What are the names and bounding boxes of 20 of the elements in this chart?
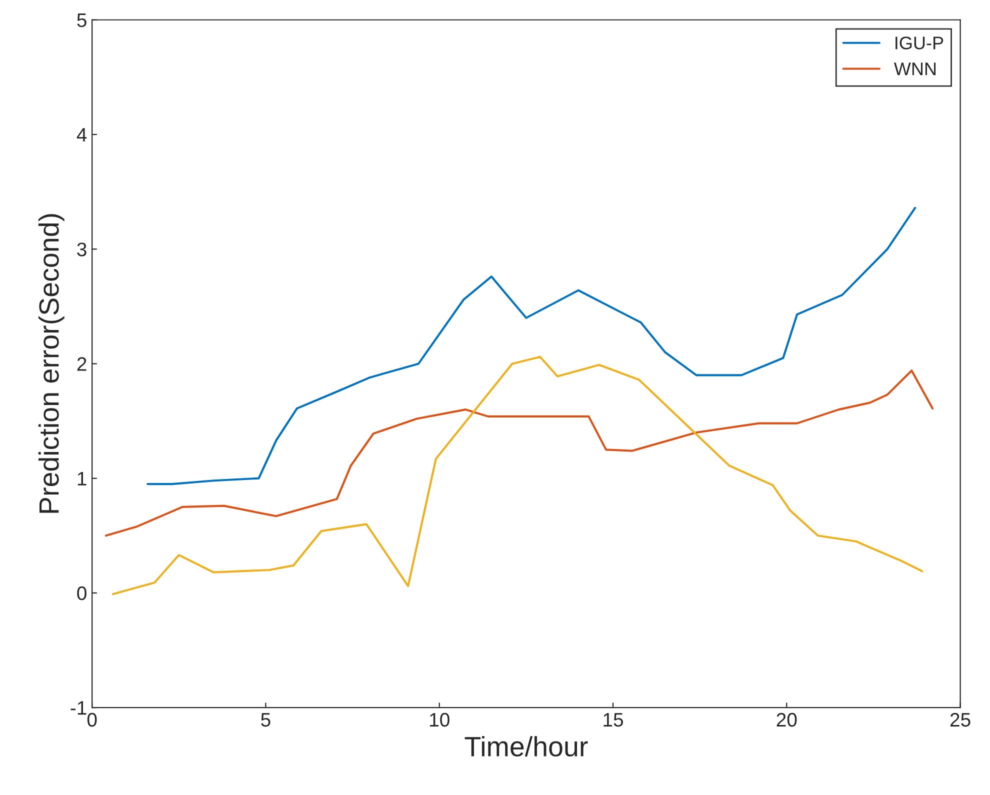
y-tick-label: 1 bbox=[78, 472, 86, 486]
x-tick-label: 25 bbox=[950, 712, 970, 727]
y-axis-title: Prediction error(Second) bbox=[38, 214, 64, 513]
y-tick-label: -1 bbox=[70, 701, 86, 715]
line-series bbox=[104, 370, 934, 537]
line-series bbox=[146, 206, 916, 486]
y-tick-label: 4 bbox=[76, 128, 87, 142]
y-tick-label: 5 bbox=[77, 14, 86, 28]
legend-label: WNN bbox=[894, 62, 936, 76]
x-axis-title: Time/hour bbox=[464, 736, 588, 756]
legend-label: IGU-P bbox=[896, 36, 944, 50]
y-tick-label: 0 bbox=[77, 586, 86, 600]
x-tick-label: 10 bbox=[430, 712, 450, 727]
x-tick-label: 15 bbox=[604, 713, 624, 727]
x-tick-label: 5 bbox=[261, 713, 270, 727]
y-tick-label: 3 bbox=[77, 242, 86, 256]
y-tick-label: 2 bbox=[77, 357, 86, 371]
x-tick-label: 0 bbox=[87, 712, 97, 727]
x-tick-label: 20 bbox=[776, 712, 797, 727]
line-series bbox=[112, 356, 924, 596]
